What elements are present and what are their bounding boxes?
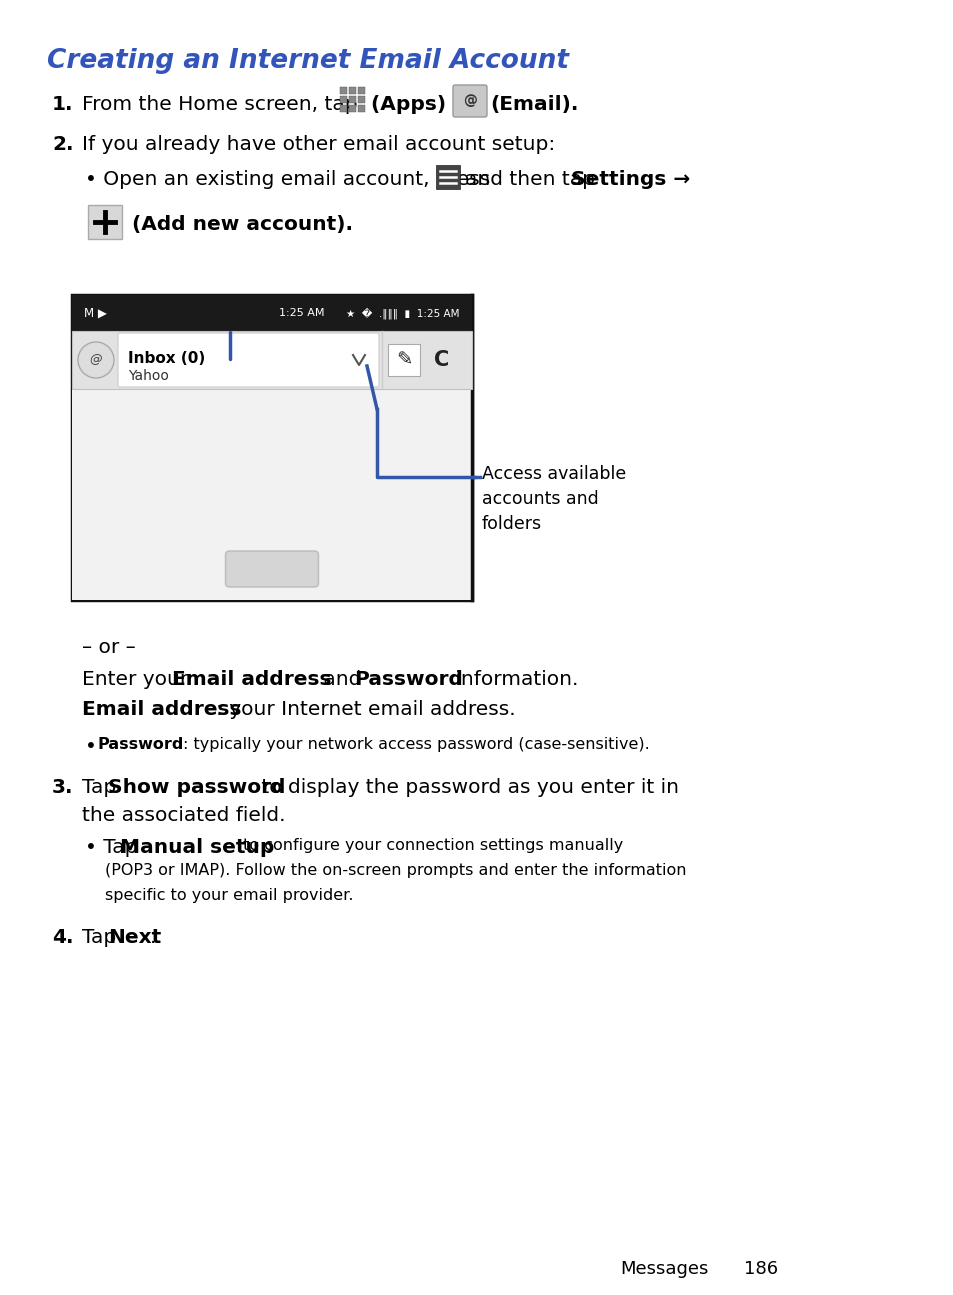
Bar <box>388 344 419 376</box>
Bar <box>349 96 355 104</box>
Text: M ▶: M ▶ <box>84 307 107 320</box>
Text: to display the password as you enter it in: to display the password as you enter it … <box>254 778 679 796</box>
Text: Access available
accounts and
folders: Access available accounts and folders <box>481 465 625 534</box>
Bar <box>71 295 472 600</box>
Text: Next: Next <box>108 929 161 947</box>
Text: Manual setup: Manual setup <box>120 838 274 857</box>
Text: • Open an existing email account, press: • Open an existing email account, press <box>85 170 490 189</box>
FancyBboxPatch shape <box>453 85 486 117</box>
Text: ★  �  .‖‖‖  ▮  1:25 AM: ★ � .‖‖‖ ▮ 1:25 AM <box>346 307 459 319</box>
Bar <box>71 332 472 388</box>
Bar <box>349 87 355 95</box>
Text: Creating an Internet Email Account: Creating an Internet Email Account <box>47 48 568 74</box>
Bar <box>339 87 347 95</box>
Text: and then tap: and then tap <box>464 170 595 189</box>
Bar <box>339 105 347 111</box>
Text: 4.: 4. <box>52 929 73 947</box>
Text: : your Internet email address.: : your Internet email address. <box>215 701 515 719</box>
Text: Inbox (0): Inbox (0) <box>128 351 205 366</box>
Bar <box>349 105 355 111</box>
Text: Password: Password <box>354 670 462 689</box>
Text: Messages: Messages <box>619 1260 708 1278</box>
Text: (Add new account).: (Add new account). <box>132 215 353 234</box>
Text: the associated field.: the associated field. <box>82 805 285 825</box>
Text: – or –: – or – <box>82 638 135 657</box>
Text: C: C <box>434 350 449 370</box>
Text: 3.: 3. <box>52 778 73 796</box>
Text: @: @ <box>90 354 102 366</box>
Text: Tap: Tap <box>82 929 123 947</box>
Text: Settings →: Settings → <box>571 170 690 189</box>
Text: •: • <box>85 737 103 756</box>
Bar <box>71 388 472 600</box>
Text: Email address: Email address <box>82 701 241 719</box>
Text: Password: Password <box>98 737 184 752</box>
Text: 1:25 AM: 1:25 AM <box>279 308 324 319</box>
Text: Account name: Account name <box>237 307 363 325</box>
Text: Tap: Tap <box>82 778 123 796</box>
Text: Email address: Email address <box>172 670 331 689</box>
Text: and: and <box>316 670 367 689</box>
Text: @: @ <box>462 95 476 107</box>
Bar <box>357 96 365 104</box>
Text: If you already have other email account setup:: If you already have other email account … <box>82 135 555 154</box>
FancyBboxPatch shape <box>225 550 318 587</box>
Text: .: . <box>150 929 156 947</box>
Text: 1.: 1. <box>52 95 73 114</box>
Text: (POP3 or IMAP). Follow the on-screen prompts and enter the information: (POP3 or IMAP). Follow the on-screen pro… <box>105 862 686 878</box>
Circle shape <box>78 342 113 378</box>
Text: Enter your: Enter your <box>82 670 194 689</box>
Bar <box>71 295 472 332</box>
Text: to configure your connection settings manually: to configure your connection settings ma… <box>237 838 622 853</box>
Bar <box>357 87 365 95</box>
Bar <box>88 205 122 240</box>
Text: : typically your network access password (case-sensitive).: : typically your network access password… <box>183 737 649 752</box>
Text: Yahoo: Yahoo <box>128 369 169 383</box>
Text: specific to your email provider.: specific to your email provider. <box>105 888 354 903</box>
Text: (Apps) →: (Apps) → <box>371 95 470 114</box>
Bar <box>436 164 459 189</box>
Text: 2.: 2. <box>52 135 73 154</box>
Text: • Tap: • Tap <box>85 838 144 857</box>
FancyBboxPatch shape <box>118 333 378 387</box>
Text: From the Home screen, tap: From the Home screen, tap <box>82 95 357 114</box>
Text: 186: 186 <box>743 1260 778 1278</box>
Text: Show password: Show password <box>108 778 285 796</box>
Bar <box>357 105 365 111</box>
Text: information.: information. <box>449 670 578 689</box>
Text: ✎: ✎ <box>395 351 412 369</box>
Bar <box>339 96 347 104</box>
Text: (Email).: (Email). <box>490 95 578 114</box>
